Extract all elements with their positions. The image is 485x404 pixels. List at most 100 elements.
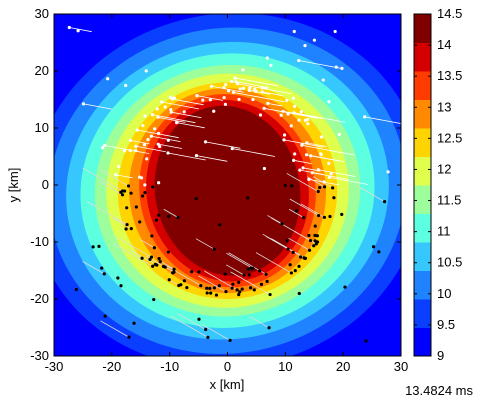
scatter-point — [160, 100, 164, 104]
scatter-point — [209, 291, 213, 295]
scatter-point — [328, 214, 332, 219]
scatter-point — [166, 250, 170, 254]
velocity-arrow — [161, 101, 199, 110]
velocity-arrow — [139, 239, 155, 249]
scatter-point — [302, 256, 306, 260]
colorbar-frame — [413, 13, 432, 357]
scatter-point — [329, 172, 333, 176]
velocity-arrow — [211, 85, 244, 93]
scatter-point — [289, 124, 293, 128]
x-tick-label: -30 — [45, 359, 64, 374]
scatter-point — [158, 259, 162, 264]
scatter-point — [97, 244, 101, 248]
scatter-point — [201, 98, 205, 102]
velocity-arrow — [301, 144, 356, 156]
x-tick-label: 30 — [394, 359, 408, 374]
colorbar-tick-label: 14 — [437, 37, 451, 52]
scatter-point — [237, 280, 241, 284]
velocity-arrow — [318, 169, 356, 177]
scatter-point — [203, 140, 208, 144]
velocity-arrow — [99, 181, 123, 196]
scatter-point — [199, 283, 203, 288]
scatter-point — [265, 279, 269, 283]
scatter-point — [179, 283, 183, 287]
scatter-point — [307, 233, 311, 238]
scatter-point — [307, 177, 311, 181]
velocity-arrow — [226, 264, 245, 276]
velocity-arrow — [202, 324, 231, 341]
colorbar: 14.5 14 13.5 13 12.5 12 11.5 11 10.5 10 9.5 9 — [413, 6, 462, 363]
scatter-point — [125, 206, 129, 210]
scatter-point — [321, 78, 325, 82]
scatter-point — [67, 25, 71, 30]
scatter-point — [157, 257, 161, 261]
scatter-point — [137, 175, 142, 179]
scatter-point — [322, 185, 327, 189]
scatter-point — [230, 146, 234, 151]
velocity-arrow — [264, 107, 318, 119]
scatter-point — [266, 101, 270, 105]
scatter-point — [327, 175, 331, 179]
scatter-point — [283, 183, 287, 188]
scatter-point — [222, 95, 226, 100]
x-tick-label: -10 — [160, 359, 179, 374]
scatter-point — [167, 278, 171, 282]
scatter-point — [252, 288, 256, 292]
velocity-arrow — [167, 152, 206, 161]
scatter-point — [298, 168, 302, 172]
velocity-arrow — [310, 155, 340, 162]
velocity-arrow — [130, 139, 150, 145]
core-region — [163, 114, 286, 262]
scatter-point — [233, 76, 237, 80]
scatter-point — [246, 267, 250, 271]
scatter-point — [300, 143, 304, 147]
scatter-point — [386, 170, 390, 174]
scatter-point — [297, 264, 301, 268]
colorbar-band — [414, 99, 431, 129]
scatter-point — [298, 255, 303, 259]
scatter-point — [312, 38, 317, 42]
scatter-point — [264, 86, 268, 90]
scatter-point — [81, 102, 86, 106]
scatter-point — [143, 114, 147, 118]
velocity-arrow — [283, 139, 324, 148]
y-axis-ticks: -30 -20 -10 0 10 20 30 — [30, 6, 401, 363]
y-tick-label: -30 — [30, 348, 49, 363]
scatter-point — [290, 184, 294, 188]
x-tick-label: 0 — [224, 359, 231, 374]
scatter-point — [124, 227, 128, 231]
scatter-point — [167, 214, 171, 218]
scatter-point — [144, 69, 148, 73]
heatmap-contours — [54, 14, 401, 356]
scatter-point — [371, 245, 376, 249]
y-tick-label: 10 — [35, 120, 49, 135]
scatter-point — [292, 158, 296, 162]
scatter-point — [208, 98, 212, 102]
scatter-point — [212, 286, 217, 290]
scatter-point — [106, 77, 110, 81]
scatter-point — [176, 215, 180, 220]
velocity-arrow — [163, 208, 179, 218]
y-tick-label: -20 — [30, 291, 49, 306]
velocity-arrow — [356, 185, 385, 203]
velocity-arrow — [157, 116, 186, 123]
velocity-arrow — [158, 143, 182, 149]
scatter-point — [267, 326, 271, 330]
x-axis-ticks: -30 -20 -10 0 10 20 30 — [45, 14, 408, 374]
scatter-point — [297, 58, 301, 63]
scatter-point — [293, 104, 297, 109]
scatter-point — [364, 339, 368, 343]
scatter-point — [102, 272, 106, 276]
scatter-point — [247, 88, 251, 92]
x-tick-label: -20 — [102, 359, 121, 374]
velocity-arrow — [172, 98, 204, 106]
scatter-point — [185, 285, 189, 290]
scatter-point — [128, 149, 132, 153]
scatter-point — [224, 82, 228, 87]
scatter-point — [205, 286, 209, 290]
scatter-point — [238, 290, 242, 294]
scatter-point — [154, 218, 159, 222]
scatter-point — [313, 224, 317, 228]
velocity-arrow — [286, 173, 319, 192]
